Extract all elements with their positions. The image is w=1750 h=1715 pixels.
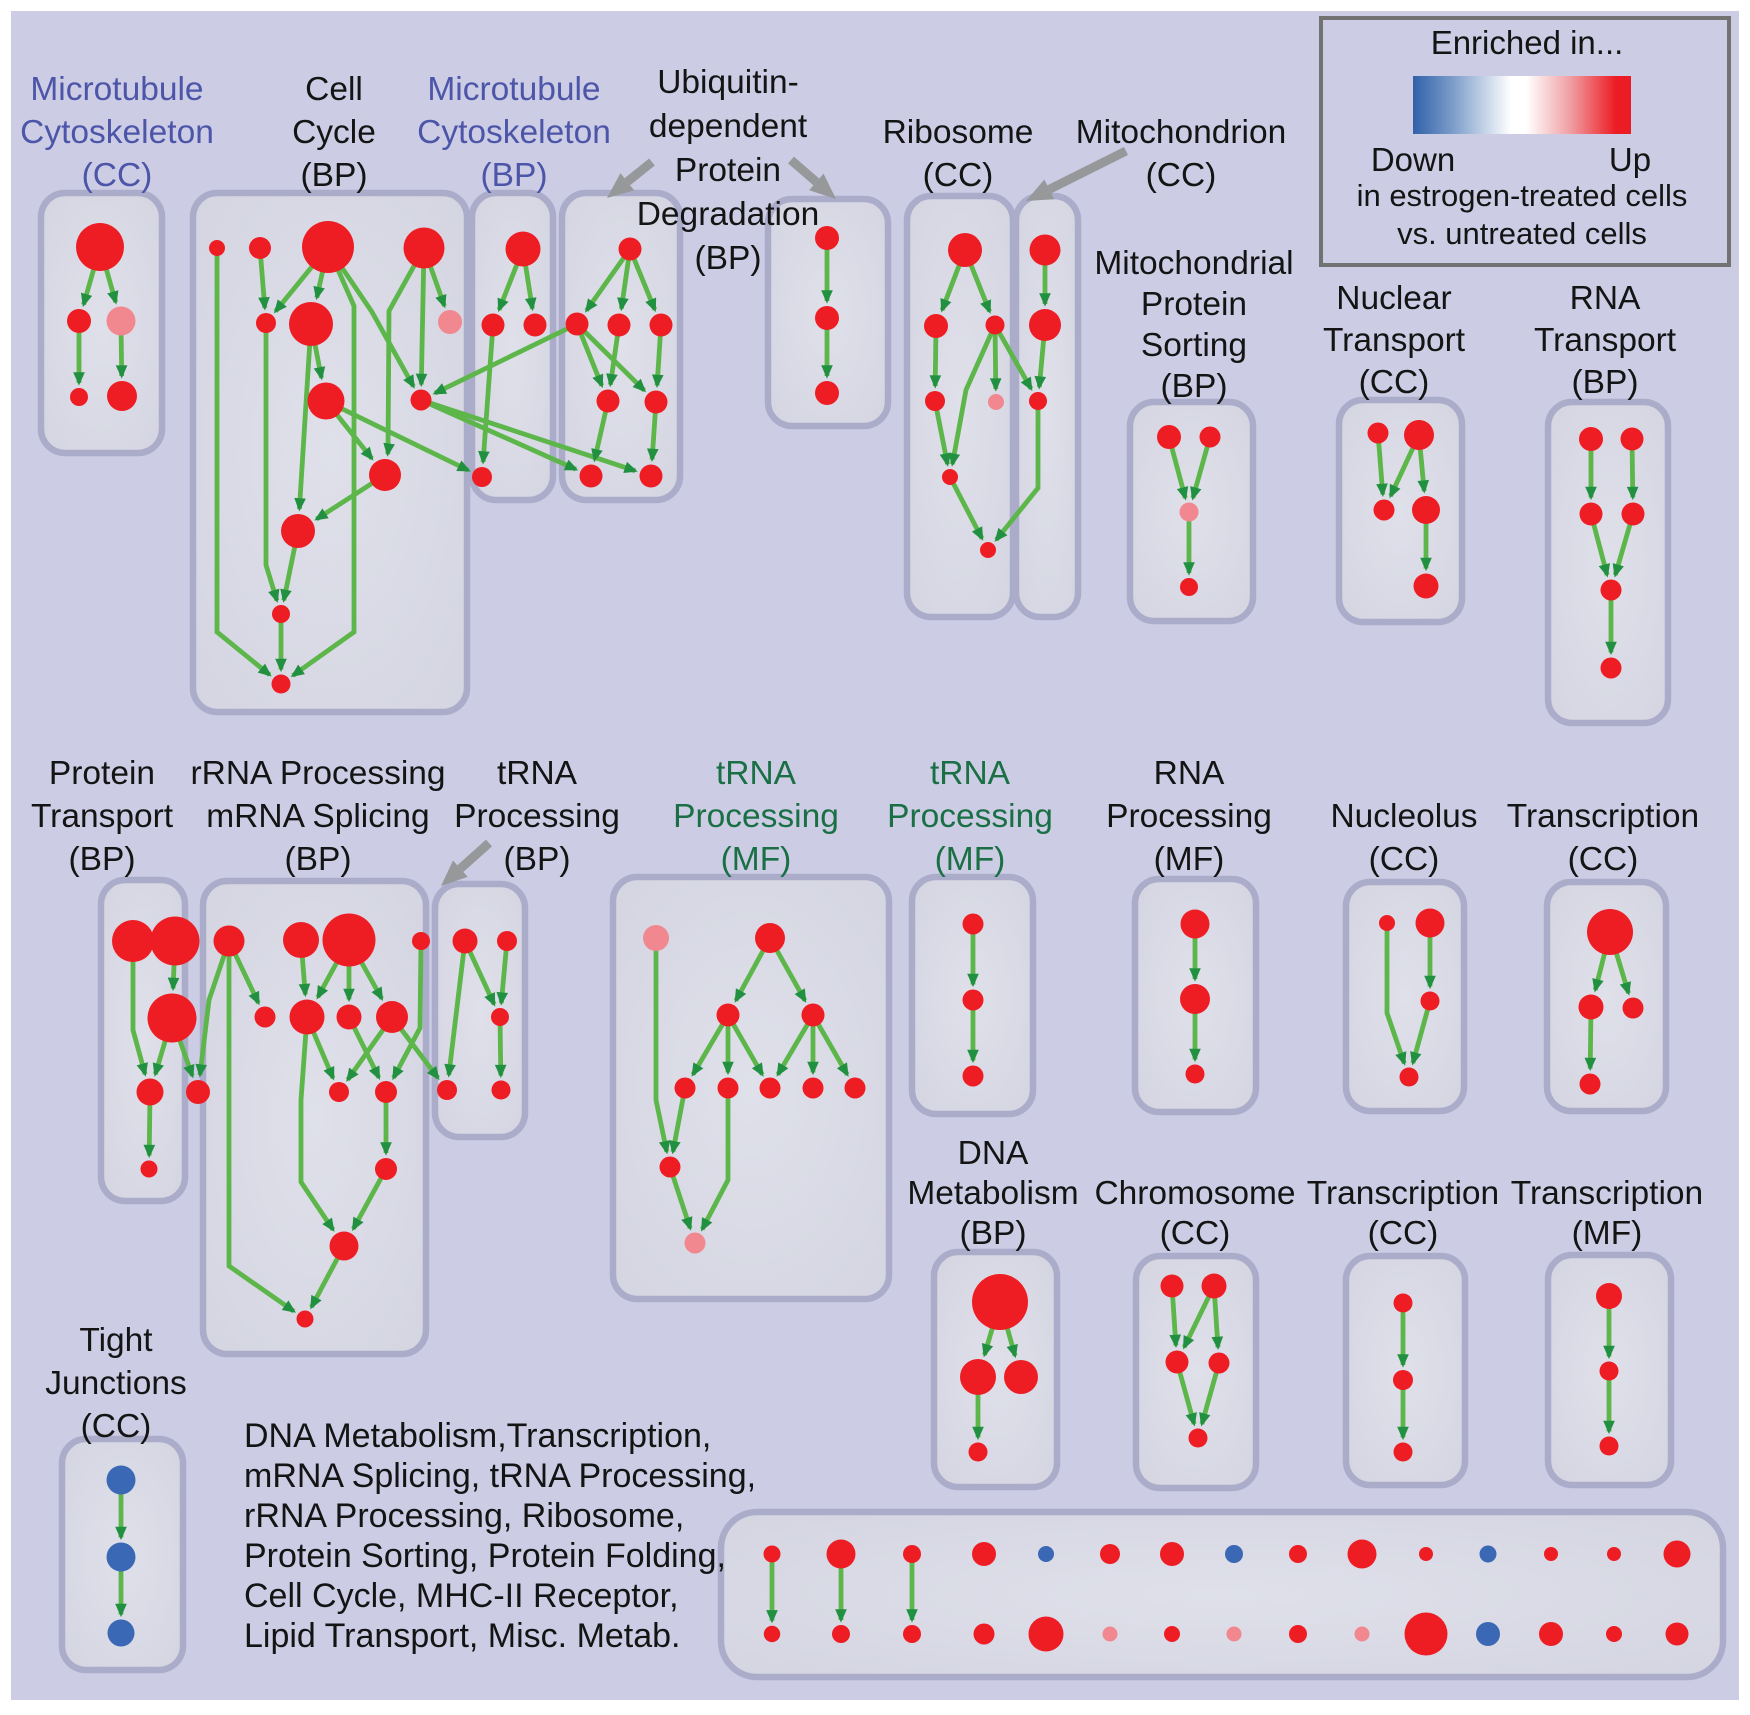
svg-text:Down: Down [1371, 141, 1455, 178]
svg-text:(CC): (CC) [1568, 841, 1639, 878]
svg-text:(CC): (CC) [81, 1408, 152, 1445]
svg-text:Processing: Processing [1106, 798, 1272, 835]
svg-text:Nucleolus: Nucleolus [1330, 798, 1477, 835]
svg-text:(CC): (CC) [1368, 1215, 1439, 1252]
svg-text:(BP): (BP) [504, 841, 571, 878]
svg-text:Transport: Transport [1323, 322, 1466, 359]
svg-text:(MF): (MF) [721, 841, 792, 878]
svg-text:(MF): (MF) [1572, 1215, 1643, 1252]
svg-text:(CC): (CC) [923, 157, 994, 194]
svg-text:(CC): (CC) [82, 157, 153, 194]
svg-text:Chromosome: Chromosome [1094, 1175, 1295, 1212]
svg-text:(CC): (CC) [1146, 157, 1217, 194]
svg-text:Microtubule: Microtubule [30, 71, 203, 108]
svg-text:Nuclear: Nuclear [1336, 280, 1451, 317]
svg-text:vs. untreated cells: vs. untreated cells [1397, 216, 1647, 251]
svg-text:Protein Sorting, Protein Foldi: Protein Sorting, Protein Folding, [244, 1537, 726, 1575]
svg-text:mRNA Splicing: mRNA Splicing [206, 798, 429, 835]
svg-text:RNA: RNA [1154, 755, 1225, 792]
svg-text:(CC): (CC) [1369, 841, 1440, 878]
svg-text:Ubiquitin-: Ubiquitin- [657, 64, 799, 101]
svg-text:rRNA Processing: rRNA Processing [190, 755, 445, 792]
svg-text:Sorting: Sorting [1141, 327, 1247, 364]
svg-text:Transport: Transport [31, 798, 174, 835]
svg-text:Processing: Processing [887, 798, 1053, 835]
svg-text:(CC): (CC) [1359, 364, 1430, 401]
svg-text:Processing: Processing [673, 798, 839, 835]
svg-text:Cycle: Cycle [292, 114, 376, 151]
svg-text:DNA Metabolism,Transcription,: DNA Metabolism,Transcription, [244, 1417, 711, 1455]
svg-text:dependent: dependent [649, 108, 808, 145]
svg-text:Processing: Processing [454, 798, 620, 835]
svg-text:tRNA: tRNA [930, 755, 1011, 792]
svg-text:Cytoskeleton: Cytoskeleton [20, 114, 214, 151]
svg-text:(BP): (BP) [960, 1215, 1027, 1252]
svg-text:Transcription: Transcription [1307, 1175, 1499, 1212]
svg-text:Transport: Transport [1534, 322, 1677, 359]
svg-text:Mitochondrion: Mitochondrion [1076, 114, 1286, 151]
svg-text:Lipid Transport, Misc. Metab.: Lipid Transport, Misc. Metab. [244, 1617, 681, 1655]
svg-text:Cell: Cell [305, 71, 363, 108]
svg-text:Tight: Tight [79, 1322, 153, 1359]
svg-text:(BP): (BP) [301, 157, 368, 194]
svg-text:(BP): (BP) [695, 240, 762, 277]
svg-text:Microtubule: Microtubule [427, 71, 600, 108]
svg-text:(CC): (CC) [1160, 1215, 1231, 1252]
svg-text:Mitochondrial: Mitochondrial [1094, 245, 1293, 282]
svg-text:(BP): (BP) [481, 157, 548, 194]
svg-text:Protein: Protein [1141, 286, 1247, 323]
svg-text:Cell Cycle, MHC-II Receptor,: Cell Cycle, MHC-II Receptor, [244, 1577, 679, 1615]
svg-text:Protein: Protein [49, 755, 155, 792]
svg-text:Up: Up [1609, 141, 1651, 178]
svg-text:tRNA: tRNA [716, 755, 797, 792]
svg-text:Enriched in...: Enriched in... [1431, 24, 1624, 61]
svg-text:(BP): (BP) [1161, 368, 1228, 405]
svg-text:(BP): (BP) [1572, 364, 1639, 401]
svg-text:Cytoskeleton: Cytoskeleton [417, 114, 611, 151]
svg-text:(MF): (MF) [1154, 841, 1225, 878]
svg-text:DNA: DNA [958, 1135, 1029, 1172]
svg-text:(MF): (MF) [935, 841, 1006, 878]
svg-text:Protein: Protein [675, 152, 781, 189]
svg-text:tRNA: tRNA [497, 755, 578, 792]
svg-text:mRNA Splicing, tRNA Processing: mRNA Splicing, tRNA Processing, [244, 1457, 756, 1495]
svg-text:Junctions: Junctions [45, 1365, 187, 1402]
svg-text:Transcription: Transcription [1511, 1175, 1703, 1212]
svg-text:in estrogen-treated cells: in estrogen-treated cells [1357, 178, 1688, 213]
svg-text:RNA: RNA [1570, 280, 1641, 317]
svg-text:Metabolism: Metabolism [907, 1175, 1078, 1212]
svg-text:(BP): (BP) [285, 841, 352, 878]
svg-text:Degradation: Degradation [637, 196, 820, 233]
svg-text:(BP): (BP) [69, 841, 136, 878]
svg-text:rRNA Processing, Ribosome,: rRNA Processing, Ribosome, [244, 1497, 684, 1535]
svg-text:Ribosome: Ribosome [883, 114, 1034, 151]
svg-text:Transcription: Transcription [1507, 798, 1699, 835]
